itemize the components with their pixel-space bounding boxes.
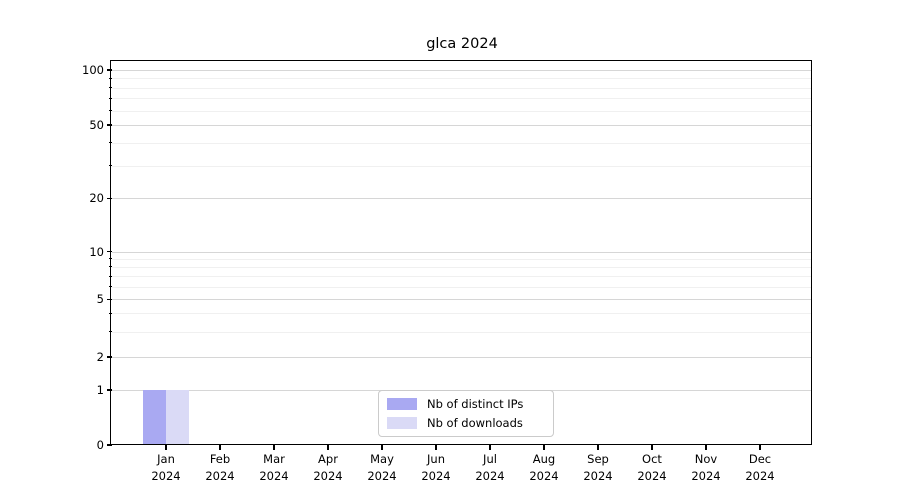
y-tick-label-0: 0 bbox=[96, 438, 104, 452]
y-tick-label-100: 100 bbox=[82, 63, 104, 77]
plot-spines bbox=[110, 60, 813, 446]
bar-distinct-ips-jan bbox=[143, 390, 166, 445]
y-tick-label-1: 1 bbox=[96, 383, 104, 397]
y-tick-label-5: 5 bbox=[96, 292, 104, 307]
y-major-tick-100 bbox=[107, 69, 112, 71]
y-gridline-minor-30 bbox=[112, 165, 812, 167]
x-tick-label-jul: Jul 2024 bbox=[475, 452, 505, 483]
y-gridline-major-20 bbox=[112, 198, 812, 200]
x-tick-feb bbox=[219, 445, 221, 450]
x-tick-label-aug: Aug 2024 bbox=[529, 452, 559, 483]
y-gridline-major-5 bbox=[112, 299, 812, 301]
y-gridline-minor-40 bbox=[112, 142, 812, 144]
legend-label-downloads: Nb of downloads bbox=[427, 416, 523, 430]
x-tick-jun bbox=[435, 445, 437, 450]
y-gridline-minor-60 bbox=[112, 110, 812, 112]
y-major-tick-10 bbox=[107, 250, 112, 253]
legend-entry-distinct-ips: Nb of distinct IPs bbox=[387, 397, 545, 411]
y-tick-label-2: 2 bbox=[96, 349, 104, 364]
x-tick-apr bbox=[327, 445, 329, 450]
y-major-tick-1 bbox=[107, 389, 112, 391]
x-tick-jan bbox=[165, 445, 167, 450]
x-tick-label-apr: Apr 2024 bbox=[313, 452, 343, 483]
legend: Nb of distinct IPs Nb of downloads bbox=[378, 390, 554, 437]
y-tick-label-50: 50 bbox=[89, 118, 104, 132]
y-gridline-major-10 bbox=[112, 251, 812, 253]
x-tick-label-mar: Mar 2024 bbox=[259, 452, 289, 483]
x-tick-may bbox=[381, 445, 383, 450]
y-gridline-minor-4 bbox=[112, 313, 812, 315]
plot-area bbox=[110, 60, 813, 446]
y-gridline-minor-7 bbox=[112, 276, 812, 278]
y-tick-label-10: 10 bbox=[89, 244, 104, 259]
x-tick-label-nov: Nov 2024 bbox=[691, 452, 721, 483]
y-gridline-minor-70 bbox=[112, 98, 812, 100]
y-major-tick-2 bbox=[107, 356, 112, 358]
y-gridline-minor-3 bbox=[112, 331, 812, 333]
y-major-tick-20 bbox=[107, 197, 112, 200]
x-tick-label-feb: Feb 2024 bbox=[205, 452, 235, 483]
x-tick-label-jan: Jan 2024 bbox=[151, 452, 181, 483]
legend-label-distinct-ips: Nb of distinct IPs bbox=[427, 397, 524, 411]
y-gridline-major-100 bbox=[112, 70, 812, 71]
x-tick-nov bbox=[705, 445, 707, 450]
y-gridline-major-2 bbox=[112, 356, 812, 358]
x-tick-mar bbox=[273, 445, 275, 450]
x-tick-label-may: May 2024 bbox=[367, 452, 397, 483]
y-gridline-minor-6 bbox=[112, 286, 812, 288]
y-major-tick-50 bbox=[107, 124, 112, 126]
x-tick-label-jun: Jun 2024 bbox=[421, 452, 451, 483]
y-gridline-major-50 bbox=[112, 125, 812, 126]
x-tick-aug bbox=[543, 445, 545, 450]
x-tick-dec bbox=[759, 445, 761, 450]
y-gridline-minor-80 bbox=[112, 87, 812, 89]
x-tick-label-oct: Oct 2024 bbox=[637, 452, 667, 483]
x-tick-jul bbox=[489, 445, 491, 450]
bar-downloads-jan bbox=[166, 390, 189, 445]
y-major-tick-5 bbox=[107, 298, 112, 301]
x-tick-label-sep: Sep 2024 bbox=[583, 452, 613, 483]
y-gridline-minor-9 bbox=[112, 258, 812, 260]
legend-entry-downloads: Nb of downloads bbox=[387, 416, 545, 430]
y-tick-label-20: 20 bbox=[89, 191, 104, 206]
y-gridline-minor-90 bbox=[112, 78, 812, 80]
x-tick-label-dec: Dec 2024 bbox=[745, 452, 775, 483]
y-major-tick-0 bbox=[107, 444, 112, 446]
y-gridline-minor-8 bbox=[112, 266, 812, 268]
legend-swatch-downloads-icon bbox=[387, 417, 417, 429]
x-tick-sep bbox=[597, 445, 599, 450]
legend-swatch-distinct-ips-icon bbox=[387, 398, 417, 410]
x-tick-oct bbox=[651, 445, 653, 450]
chart-title: glca 2024 bbox=[426, 36, 498, 52]
